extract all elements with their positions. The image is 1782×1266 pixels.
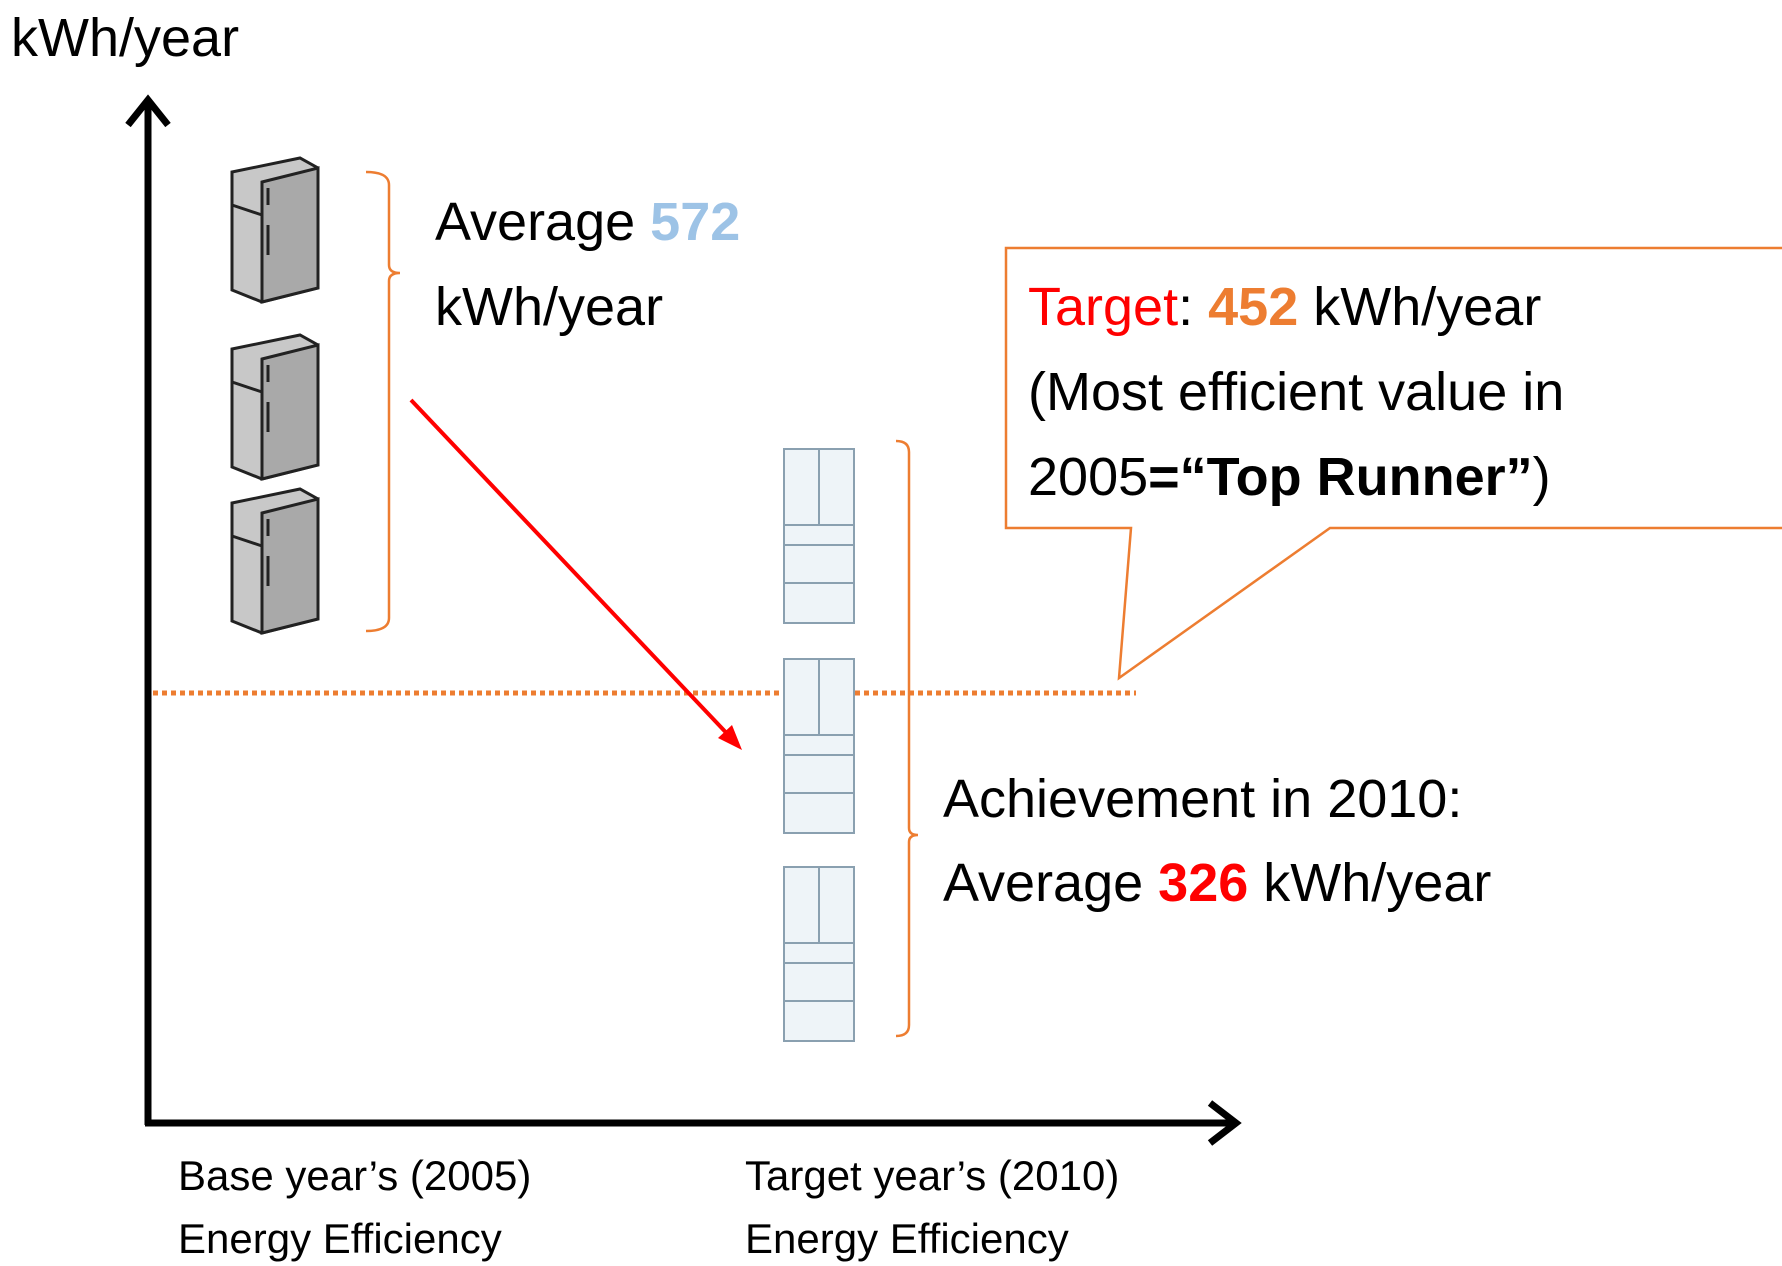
base-unit: kWh/year bbox=[435, 280, 663, 334]
x-label: Energy Efficiency bbox=[745, 1218, 1069, 1260]
bracket bbox=[896, 441, 918, 1036]
text: kWh/year bbox=[1263, 853, 1491, 913]
x-label: Base year’s (2005) bbox=[178, 1155, 531, 1197]
fridge-icon bbox=[232, 158, 318, 633]
text: Average bbox=[943, 853, 1143, 913]
text: kWh/year bbox=[1313, 277, 1541, 337]
text: : bbox=[1178, 277, 1193, 337]
text: =“Top Runner” bbox=[1148, 447, 1533, 507]
achievement-line: Average 326 kWh/year bbox=[943, 856, 1491, 910]
x-label: Target year’s (2010) bbox=[745, 1155, 1119, 1197]
text: Average bbox=[435, 192, 635, 252]
y-axis-label: kWh/year bbox=[11, 11, 239, 65]
target-label: Target bbox=[1028, 277, 1178, 337]
text: 2005 bbox=[1028, 447, 1148, 507]
callout-line: 2005=“Top Runner”) bbox=[1028, 450, 1551, 504]
bracket bbox=[366, 172, 400, 631]
x-label: Energy Efficiency bbox=[178, 1218, 502, 1260]
value: 326 bbox=[1158, 853, 1248, 913]
page: kWh/year Average 572 kWh/year Target: 45… bbox=[0, 0, 1782, 1266]
value: 452 bbox=[1208, 277, 1298, 337]
fridge-icon bbox=[784, 449, 854, 1041]
value: 572 bbox=[650, 192, 740, 252]
diagram bbox=[0, 0, 1782, 1266]
achievement-line: Achievement in 2010: bbox=[943, 772, 1462, 826]
text: ) bbox=[1533, 447, 1551, 507]
callout-line: Target: 452 kWh/year bbox=[1028, 280, 1541, 334]
callout-line: (Most efficient value in bbox=[1028, 365, 1564, 419]
base-average: Average 572 bbox=[435, 195, 740, 249]
